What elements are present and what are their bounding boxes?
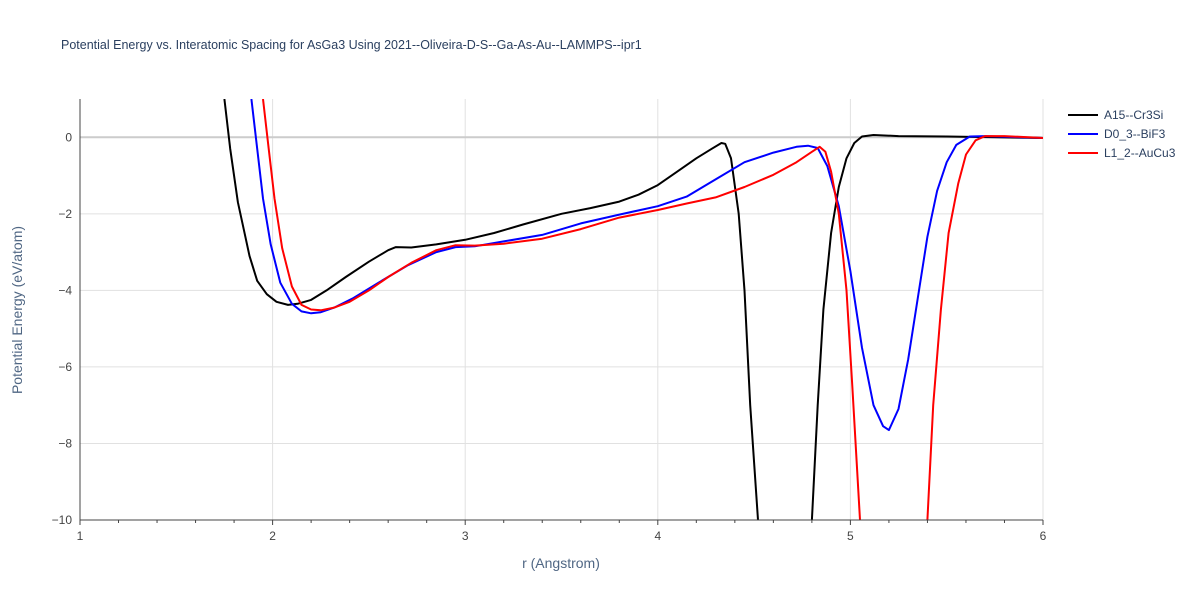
legend-swatch-d03: [1068, 132, 1098, 135]
series-line-2: [262, 99, 861, 520]
x-tick-label: 4: [654, 529, 661, 543]
legend-item-l12[interactable]: L1_2--AuCu3: [1068, 143, 1175, 162]
grid: [80, 99, 1044, 520]
x-tick-label: 6: [1040, 529, 1047, 543]
x-axis-title: r (Angstrom): [522, 555, 600, 571]
y-tick-label: −2: [58, 207, 72, 221]
y-tick-label: −4: [58, 283, 72, 297]
x-tick-label: 3: [462, 529, 469, 543]
series-line-2-b: [926, 135, 1043, 520]
chart-title: Potential Energy vs. Interatomic Spacing…: [61, 38, 642, 52]
series-line-0: [223, 99, 759, 520]
x-tick-label: 2: [269, 529, 276, 543]
x-tick-label: 5: [847, 529, 854, 543]
legend-label-d03: D0_3--BiF3: [1104, 126, 1166, 141]
legend-label-a15: A15--Cr3Si: [1104, 107, 1164, 122]
legend-swatch-a15: [1068, 113, 1098, 116]
plot-area: [223, 99, 1043, 520]
axes: 1 2 3 4 5 6 0 −2 −4 −6 −8 −10: [52, 99, 1047, 543]
y-tick-label: −6: [58, 360, 72, 374]
y-tick-label: −10: [52, 513, 73, 527]
legend-swatch-l12: [1068, 151, 1098, 154]
y-tick-label: −8: [58, 436, 72, 450]
y-axis-title: Potential Energy (eV/atom): [9, 226, 25, 394]
legend-label-l12: L1_2--AuCu3: [1104, 145, 1176, 160]
legend-item-a15[interactable]: A15--Cr3Si: [1068, 105, 1175, 124]
legend-item-d03[interactable]: D0_3--BiF3: [1068, 124, 1175, 143]
series-line-1: [250, 99, 1043, 432]
series-line-0-b: [810, 134, 1043, 520]
legend: A15--Cr3Si D0_3--BiF3 L1_2--AuCu3: [1068, 105, 1175, 162]
x-tick-label: 1: [77, 529, 84, 543]
y-tick-label: 0: [65, 130, 72, 144]
